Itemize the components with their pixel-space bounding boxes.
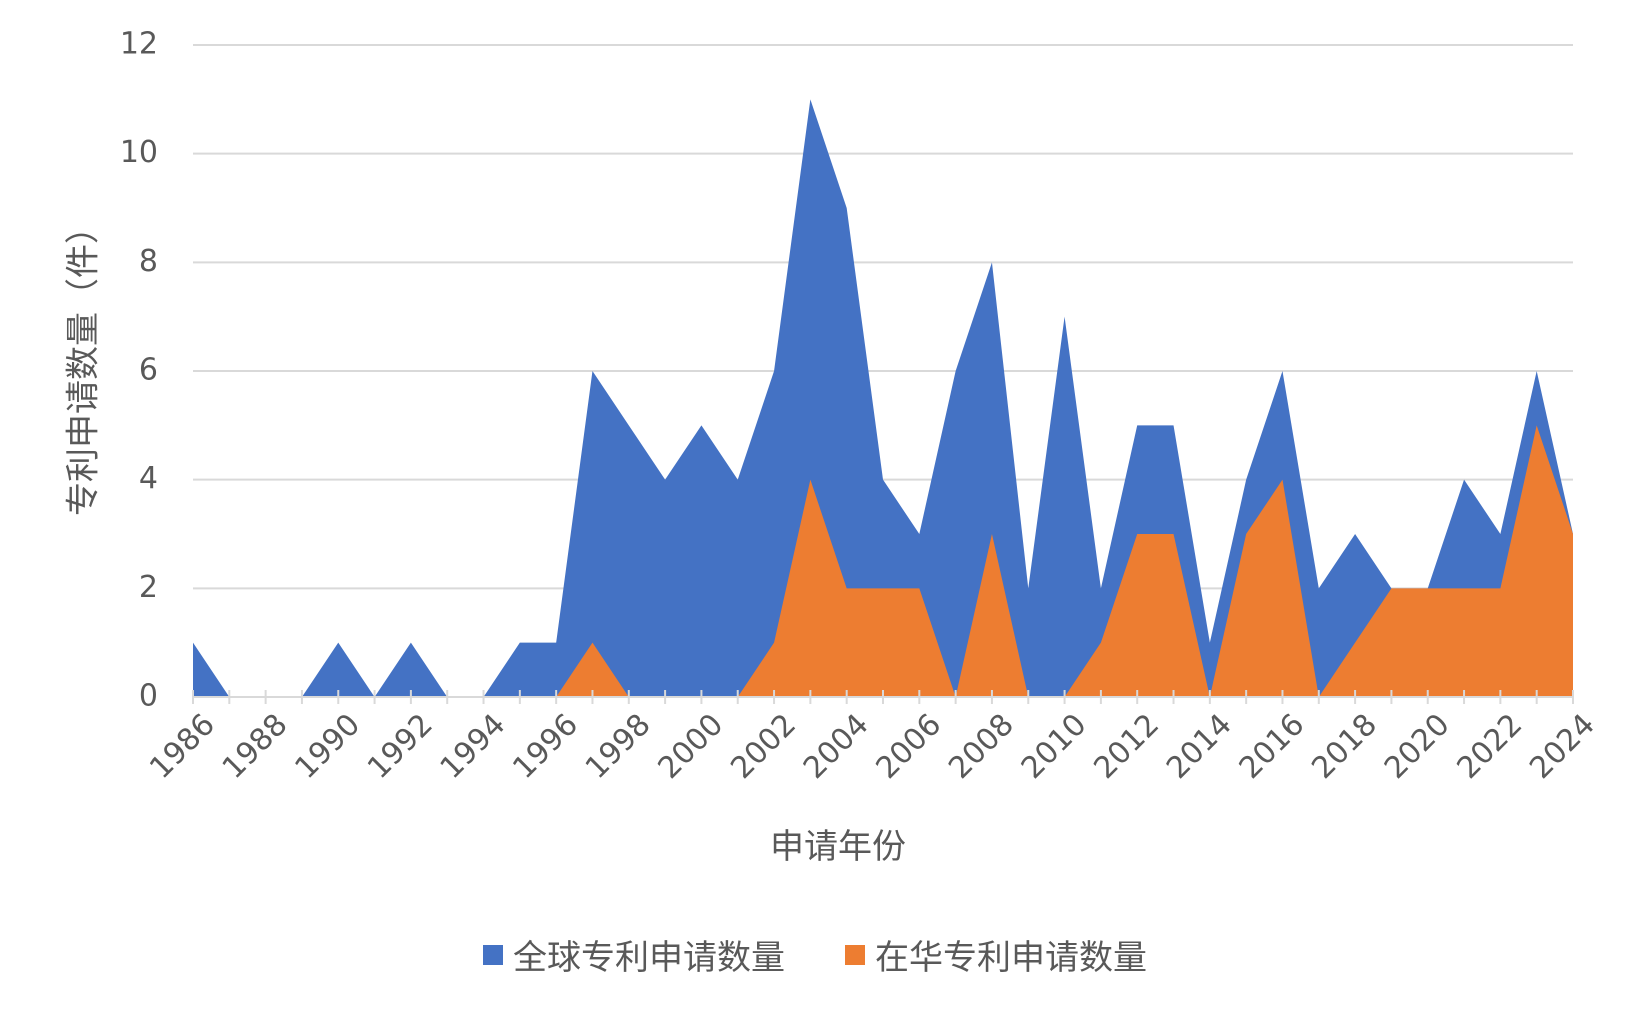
legend-swatch-china	[845, 944, 865, 965]
legend-item-china: 在华专利申请数量	[845, 930, 1147, 979]
y-tick-label: 8	[139, 244, 158, 279]
x-tick-label: 1994	[434, 707, 513, 786]
y-tick-label: 0	[139, 679, 158, 714]
x-tick-label: 2012	[1087, 707, 1166, 786]
y-tick-label: 4	[139, 461, 158, 496]
x-tick-label: 2024	[1523, 707, 1602, 786]
x-tick-label: 1986	[143, 707, 222, 786]
legend-label-global: 全球专利申请数量	[513, 938, 785, 978]
y-tick-label: 6	[139, 353, 158, 388]
x-tick-label: 1990	[288, 707, 367, 786]
x-tick-label: 1996	[506, 707, 585, 786]
x-tick-label: 2014	[1160, 707, 1239, 786]
x-tick-label: 2022	[1451, 707, 1530, 786]
series-areas	[193, 99, 1573, 698]
area-series-1	[193, 425, 1573, 697]
y-axis-ticks: 0 2 4 6 8 10 12	[120, 27, 158, 714]
y-tick-label: 2	[139, 570, 158, 605]
x-tick-label: 2000	[652, 707, 731, 786]
x-tick-label: 2020	[1378, 707, 1457, 786]
x-axis-title: 申请年份	[770, 827, 906, 867]
x-tick-label: 2010	[1015, 707, 1094, 786]
legend-swatch-global	[483, 944, 503, 965]
x-tick-label: 1998	[579, 707, 658, 786]
y-axis-title: 专利申请数量（件）	[64, 210, 104, 516]
x-tick-label: 2002	[724, 707, 803, 786]
legend: 全球专利申请数量 在华专利申请数量	[0, 930, 1630, 979]
legend-label-china: 在华专利申请数量	[875, 938, 1147, 978]
x-axis-ticks: 1986198819901992199419961998200020022004…	[143, 707, 1602, 786]
x-tick-label: 2018	[1305, 707, 1384, 786]
y-tick-label: 10	[120, 135, 158, 170]
x-tick-label: 2008	[942, 707, 1021, 786]
legend-item-global: 全球专利申请数量	[483, 930, 785, 979]
x-axis	[192, 690, 1574, 704]
y-tick-label: 12	[120, 27, 158, 62]
x-tick-label: 2006	[869, 707, 948, 786]
x-tick-label: 1988	[216, 707, 295, 786]
x-tick-label: 2016	[1233, 707, 1312, 786]
x-tick-label: 2004	[797, 707, 876, 786]
x-tick-label: 1992	[361, 707, 440, 786]
